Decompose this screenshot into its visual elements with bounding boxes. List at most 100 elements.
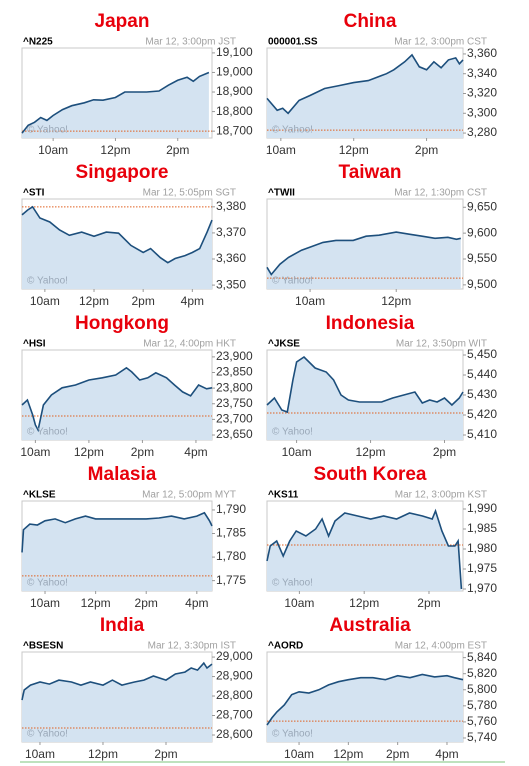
area (22, 206, 212, 289)
y-tick-label: 1,990 (467, 501, 497, 515)
x-tick-label: 10am (282, 445, 312, 459)
price-line (266, 53, 464, 115)
area (22, 663, 212, 742)
y-tick-label: 9,550 (467, 251, 497, 265)
timestamp: Mar 12, 1:30pm CST (394, 188, 487, 199)
ticker: ^HSI (23, 339, 46, 350)
ticker: ^N225 (23, 37, 53, 48)
y-tick-label: 19,100 (216, 45, 253, 59)
x-tick-label: 10am (284, 596, 314, 610)
y-tick-label: 5,410 (467, 427, 497, 441)
y-tick-label: 23,850 (216, 365, 253, 379)
x-tick-label: 10am (20, 445, 50, 459)
y-tick-label: 1,975 (467, 561, 497, 575)
chart-title: Singapore (76, 162, 169, 183)
credit: © Yahoo! (272, 276, 313, 287)
y-tick-label: 5,450 (467, 347, 497, 361)
y-tick-label: 18,900 (216, 84, 253, 98)
y-tick-label: 19,000 (216, 65, 253, 79)
area (22, 72, 209, 138)
y-tick-label: 1,780 (216, 549, 246, 563)
credit: © Yahoo! (27, 729, 68, 740)
price-line (266, 355, 464, 414)
y-tick-label: 5,760 (467, 714, 497, 728)
x-tick-label: 12pm (100, 143, 130, 157)
x-tick-label: 12pm (381, 294, 411, 308)
y-tick-label: 1,785 (216, 526, 246, 540)
y-tick-label: 1,980 (467, 541, 497, 555)
ticker: ^JKSE (268, 339, 300, 350)
credit: © Yahoo! (27, 578, 68, 589)
y-tick-label: 5,840 (467, 650, 497, 664)
x-tick-label: 4pm (435, 747, 458, 761)
chart-title: Malasia (88, 464, 157, 485)
chart-title: Japan (95, 11, 150, 32)
y-tick-label: 3,350 (216, 277, 246, 291)
y-tick-label: 1,985 (467, 521, 497, 535)
y-tick-label: 1,790 (216, 502, 246, 516)
y-tick-label: 3,380 (216, 199, 246, 213)
chart-title: China (344, 11, 397, 32)
y-tick-label: 5,740 (467, 730, 497, 744)
x-tick-label: 12pm (349, 596, 379, 610)
price-line (266, 673, 464, 726)
chart-title: Hongkong (75, 313, 169, 334)
y-tick-label: 1,775 (216, 573, 246, 587)
y-tick-label: 3,360 (467, 46, 497, 60)
ticker: ^STI (23, 188, 45, 199)
y-tick-label: 5,820 (467, 666, 497, 680)
x-tick-label: 2pm (154, 747, 177, 761)
x-tick-label: 12pm (356, 445, 386, 459)
x-tick-label: 12pm (74, 445, 104, 459)
y-tick-label: 5,420 (467, 407, 497, 421)
y-tick-label: 23,700 (216, 412, 253, 426)
x-tick-label: 10am (30, 596, 60, 610)
area (267, 232, 461, 289)
y-tick-label: 9,600 (467, 225, 497, 239)
price-line (21, 366, 213, 433)
x-tick-label: 12pm (88, 747, 118, 761)
y-tick-label: 28,800 (216, 688, 253, 702)
area (22, 512, 212, 591)
credit: © Yahoo! (27, 125, 68, 136)
timestamp: Mar 12, 4:00pm EST (395, 641, 487, 652)
x-tick-label: 2pm (386, 747, 409, 761)
ticker: 000001.SS (268, 37, 318, 48)
y-tick-label: 23,900 (216, 349, 253, 363)
ticker: ^KLSE (23, 490, 56, 501)
y-tick-label: 18,800 (216, 104, 253, 118)
y-tick-label: 23,750 (216, 396, 253, 410)
y-tick-label: 3,340 (467, 66, 497, 80)
y-tick-label: 3,300 (467, 105, 497, 119)
chart-title: Indonesia (326, 313, 415, 334)
x-tick-label: 10am (25, 747, 55, 761)
chart-title: South Korea (314, 464, 427, 485)
price-line (21, 511, 213, 553)
x-tick-label: 2pm (131, 445, 154, 459)
y-tick-label: 9,500 (467, 277, 497, 291)
credit: © Yahoo! (272, 125, 313, 136)
timestamp: Mar 12, 3:50pm WIT (396, 339, 487, 350)
chart-title: Australia (329, 615, 411, 636)
price-line (21, 205, 213, 264)
x-tick-label: 10am (38, 143, 68, 157)
ticker: ^KS11 (268, 490, 299, 501)
price-line (21, 71, 210, 134)
credit: © Yahoo! (272, 729, 313, 740)
price-line (21, 661, 213, 701)
x-tick-label: 4pm (185, 596, 208, 610)
y-tick-label: 5,800 (467, 682, 497, 696)
y-tick-label: 29,000 (216, 649, 253, 663)
x-tick-label: 12pm (339, 143, 369, 157)
x-tick-label: 10am (30, 294, 60, 308)
credit: © Yahoo! (272, 578, 313, 589)
y-tick-label: 5,440 (467, 367, 497, 381)
ticker: ^TWII (268, 188, 295, 199)
x-tick-label: 2pm (417, 596, 440, 610)
x-tick-label: 2pm (135, 596, 158, 610)
y-tick-label: 3,370 (216, 225, 246, 239)
timestamp: Mar 12, 3:00pm JST (145, 37, 236, 48)
timestamp: Mar 12, 3:00pm KST (395, 490, 487, 501)
timestamp: Mar 12, 4:00pm HKT (143, 339, 236, 350)
ticker: ^AORD (268, 641, 303, 652)
